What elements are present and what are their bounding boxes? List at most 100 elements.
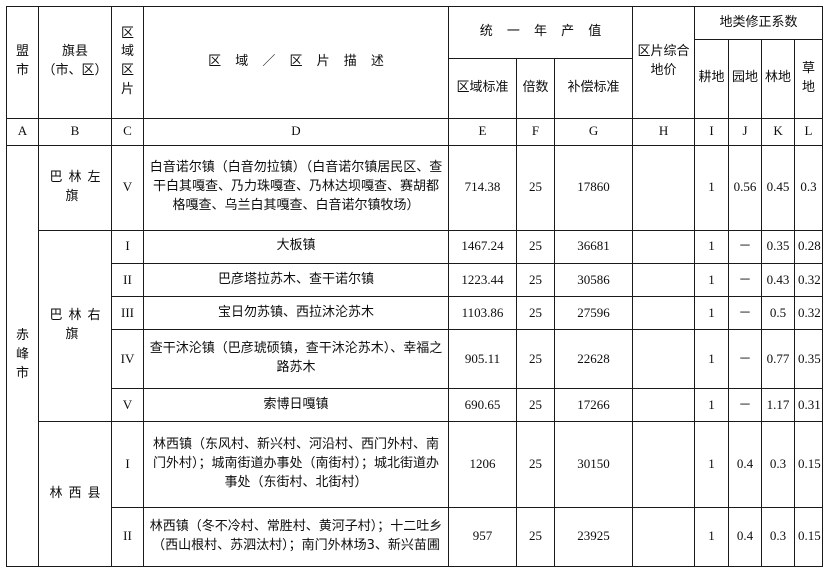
cell-forest-coef: 1.17 (761, 388, 796, 423)
cell-comprehensive-price (632, 329, 696, 390)
cell-comprehensive-price (632, 388, 696, 423)
header-col-k-forest: 林地 (761, 39, 796, 119)
cell-multiple: 25 (516, 421, 555, 508)
cell-garden-coef: － (728, 388, 763, 423)
letter-a: A (6, 117, 39, 146)
cell-comprehensive-price (632, 421, 696, 508)
cell-forest-coef: 0.3 (761, 506, 796, 568)
header-col-c-char-3: 区 (120, 63, 134, 79)
header-col-a-char-2: 市 (15, 63, 29, 79)
cell-grass-coef: 0.3 (794, 144, 824, 231)
letter-k: K (761, 117, 796, 146)
table-row: IV 查干沐沦镇（巴彦琥硕镇，查干沐沦苏木）、幸福之路苏木 905.11 25 … (7, 329, 824, 390)
header-col-c-char-4: 片 (120, 82, 134, 98)
cell-garden-coef: 0.56 (728, 144, 763, 231)
cell-description: 宝日勿苏镇、西拉沐沦苏木 (143, 296, 449, 331)
cell-comprehensive-price (632, 144, 696, 231)
cell-area-standard: 1103.86 (448, 296, 517, 331)
cell-zone: II (111, 262, 144, 298)
header-col-c-char-1: 区 (120, 25, 134, 41)
header-col-e-area-standard: 区域标准 (448, 58, 517, 119)
letter-b: B (38, 117, 112, 146)
cell-cultivated-coef: 1 (694, 296, 730, 331)
cell-compensation-standard: 27596 (553, 296, 634, 331)
city-char-2: 峰 (15, 347, 29, 363)
cell-forest-coef: 0.43 (761, 262, 796, 298)
cell-garden-coef: － (728, 329, 763, 390)
cell-cultivated-coef: 1 (694, 262, 730, 298)
header-group-land-coefficient: 地类修正系数 (694, 5, 824, 41)
letter-d: D (143, 117, 449, 146)
cell-description: 巴彦塔拉苏木、查干诺尔镇 (143, 262, 449, 298)
cell-cultivated-coef: 1 (694, 421, 730, 508)
land-compensation-table: 盟 市 旗县 （市、区） 区 域 区 片 区 域 ／ 区 片 描 述 统 一 年… (6, 5, 824, 568)
header-col-i-cultivated: 耕地 (694, 39, 730, 119)
header-col-c-char-2: 域 (120, 44, 134, 60)
cell-garden-coef: － (728, 229, 763, 264)
cell-compensation-standard: 17266 (553, 388, 634, 423)
cell-garden-coef: 0.4 (728, 421, 763, 508)
cell-cultivated-coef: 1 (694, 329, 730, 390)
header-col-a-char-1: 盟 (15, 44, 29, 60)
cell-comprehensive-price (632, 262, 696, 298)
cell-compensation-standard: 36681 (553, 229, 634, 264)
cell-comprehensive-price (632, 506, 696, 568)
cell-grass-coef: 0.15 (794, 506, 824, 568)
cell-area-standard: 957 (448, 506, 517, 568)
header-col-h-line-1: 区片综合 (637, 44, 690, 60)
table-row: V 索博日嘎镇 690.65 25 17266 1 － 1.17 0.31 (7, 388, 824, 423)
cell-forest-coef: 0.5 (761, 296, 796, 331)
cell-zone: III (111, 296, 144, 331)
letter-e: E (448, 117, 517, 146)
letter-c: C (111, 117, 144, 146)
cell-grass-coef: 0.15 (794, 421, 824, 508)
cell-zone: IV (111, 329, 144, 390)
header-group-annual-value: 统 一 年 产 值 (447, 5, 634, 60)
header-col-b-county: 旗县 （市、区） (38, 6, 112, 119)
header-col-d-description: 区 域 ／ 区 片 描 述 (143, 6, 449, 119)
cell-garden-coef: 0.4 (728, 506, 763, 568)
table-row: 林西县 I 林西镇（东风村、新兴村、河沿村、西门外村、南门外村）；城南街道办事处… (7, 421, 824, 567)
cell-zone: I (111, 421, 144, 508)
cell-multiple: 25 (516, 329, 555, 390)
cell-area-standard: 905.11 (448, 329, 517, 390)
letter-g: G (553, 117, 634, 146)
cell-forest-coef: 0.3 (761, 421, 796, 508)
header-col-b-line-1: 旗县 (61, 44, 88, 60)
cell-zone: I (111, 229, 144, 264)
cell-grass-coef: 0.32 (794, 262, 824, 298)
cell-zone: II (111, 506, 144, 568)
cell-area-standard: 690.65 (448, 388, 517, 423)
letter-h: H (632, 117, 696, 146)
cell-cultivated-coef: 1 (694, 388, 730, 423)
cell-description: 林西镇（冬不冷村、常胜村、黄河子村）；十二吐乡（西山根村、苏泗汰村）；南门外林场… (143, 506, 449, 568)
table-row: 赤 峰 市 巴林左旗 V 白音诺尔镇（白音勿拉镇）（白音诺尔镇居民区、查干白其嘎… (6, 144, 824, 567)
cell-description: 索博日嘎镇 (143, 388, 449, 423)
cell-area-standard: 714.38 (448, 144, 517, 231)
cell-compensation-standard: 30586 (553, 262, 634, 298)
cell-multiple: 25 (516, 262, 555, 298)
city-char-1: 赤 (15, 328, 29, 344)
cell-forest-coef: 0.35 (761, 229, 796, 264)
cell-comprehensive-price (632, 296, 696, 331)
header-col-b-line-2: （市、区） (42, 63, 108, 79)
cell-area-standard: 1206 (448, 421, 517, 508)
cell-comprehensive-price (632, 229, 696, 264)
letter-i: I (694, 117, 730, 146)
cell-multiple: 25 (516, 388, 555, 423)
cell-area-standard: 1467.24 (448, 229, 517, 264)
column-letter-row: A B C D E F G H I J K L (6, 117, 824, 146)
letter-l: L (794, 117, 824, 146)
header-col-f-multiple: 倍数 (516, 58, 555, 119)
header-row-2: 耕地 园地 林地 草地 (7, 39, 824, 119)
city-char-3: 市 (15, 366, 29, 382)
cell-grass-coef: 0.32 (794, 296, 824, 331)
cell-garden-coef: － (728, 296, 763, 331)
header-row-3: 区域标准 倍数 补偿标准 (7, 58, 823, 119)
cell-compensation-standard: 22628 (553, 329, 634, 390)
table-row: III 宝日勿苏镇、西拉沐沦苏木 1103.86 25 27596 1 － 0.… (7, 296, 824, 331)
cell-multiple: 25 (516, 506, 555, 568)
cell-grass-coef: 0.31 (794, 388, 824, 423)
cell-city-chifeng: 赤 峰 市 (6, 144, 39, 567)
